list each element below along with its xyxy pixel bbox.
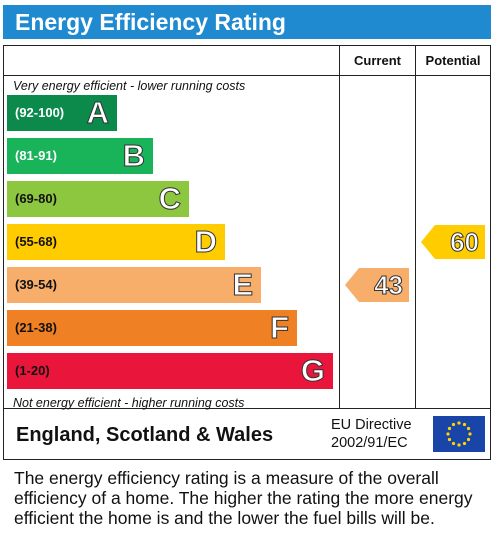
divider-current [339, 46, 340, 409]
band-letter: A [86, 95, 109, 131]
potential-rating-arrow: 60 [421, 225, 485, 259]
band-range: (69-80) [15, 191, 57, 206]
band-b: (81-91) B [7, 138, 153, 174]
band-letter: F [270, 310, 290, 346]
eu-directive-line2: 2002/91/EC [331, 435, 408, 451]
rating-frame: Current Potential Very energy efficient … [3, 45, 491, 460]
eu-directive-line1: EU Directive [331, 417, 412, 433]
band-letter: C [158, 181, 181, 217]
band-letter: B [122, 138, 145, 174]
eu-directive: EU Directive 2002/91/EC [331, 416, 412, 452]
band-range: (81-91) [15, 148, 57, 163]
band-range: (1-20) [15, 363, 50, 378]
footer-divider [4, 408, 490, 409]
band-range: (21-38) [15, 320, 57, 335]
column-potential: Potential [425, 53, 481, 68]
column-current: Current [354, 53, 401, 68]
header-divider [4, 75, 490, 76]
top-note: Very energy efficient - lower running co… [13, 79, 246, 93]
band-d: (55-68) D [7, 224, 225, 260]
band-g: (1-20) G [7, 353, 333, 389]
footer-country: England, Scotland & Wales [16, 424, 274, 446]
band-letter: D [194, 224, 217, 260]
band-letter: G [300, 353, 325, 389]
eu-flag-icon [433, 416, 485, 452]
band-letter: E [232, 267, 254, 303]
band-range: (39-54) [15, 277, 57, 292]
current-rating-arrow: 43 [345, 268, 409, 302]
band-f: (21-38) F [7, 310, 297, 346]
description: The energy efficiency rating is a measur… [14, 468, 473, 528]
band-a: (92-100) A [7, 95, 117, 131]
potential-rating-arrow-value: 60 [450, 227, 480, 258]
band-e: (39-54) E [7, 267, 261, 303]
band-range: (55-68) [15, 234, 57, 249]
current-rating-arrow-value: 43 [374, 270, 404, 301]
band-c: (69-80) C [7, 181, 189, 217]
chart-title: Energy Efficiency Rating [3, 5, 491, 39]
band-range: (92-100) [15, 105, 65, 120]
bottom-note: Not energy efficient - higher running co… [13, 396, 245, 410]
divider-potential [415, 46, 416, 409]
